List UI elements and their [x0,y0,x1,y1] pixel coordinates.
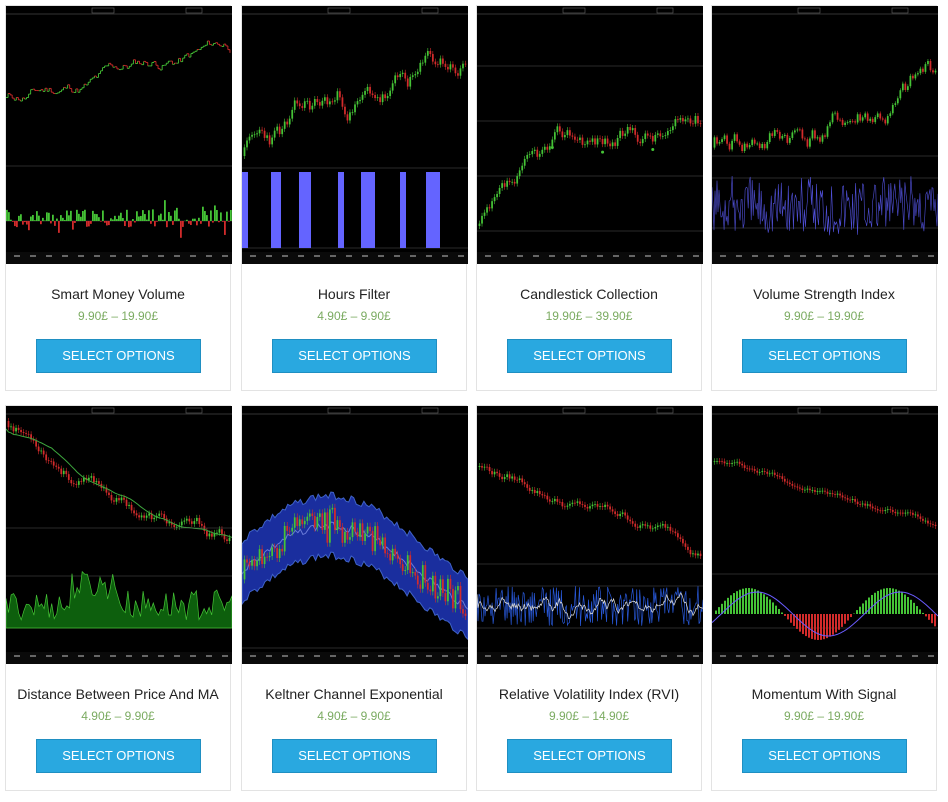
product-card: Momentum With Signal 9.90£ – 19.90£ SELE… [711,405,938,791]
chart-preview [712,6,938,264]
product-price: 9.90£ – 14.90£ [548,709,630,723]
chart-preview [6,6,232,264]
select-options-button[interactable]: SELECT OPTIONS [507,339,672,373]
select-options-button[interactable]: SELECT OPTIONS [272,339,437,373]
product-thumbnail[interactable] [477,406,703,664]
product-price: 4.90£ – 9.90£ [317,709,391,723]
product-title[interactable]: Volume Strength Index [753,286,895,302]
chart-preview [242,406,468,664]
select-options-button[interactable]: SELECT OPTIONS [272,739,437,773]
product-price: 9.90£ – 19.90£ [783,309,865,323]
product-price: 4.90£ – 9.90£ [81,709,155,723]
product-title[interactable]: Hours Filter [317,286,391,302]
product-card: Hours Filter 4.90£ – 9.90£ SELECT OPTION… [241,5,468,391]
product-thumbnail[interactable] [6,6,232,264]
chart-preview [477,6,703,264]
product-thumbnail[interactable] [712,6,938,264]
product-title[interactable]: Momentum With Signal [751,686,897,702]
product-price: 19.90£ – 39.90£ [545,309,633,323]
product-price: 9.90£ – 19.90£ [77,309,159,323]
product-card: Smart Money Volume 9.90£ – 19.90£ SELECT… [5,5,232,391]
chart-preview [242,6,468,264]
product-thumbnail[interactable] [242,406,468,664]
product-card: Keltner Channel Exponential 4.90£ – 9.90… [241,405,468,791]
product-card: Volume Strength Index 9.90£ – 19.90£ SEL… [711,5,938,391]
product-thumbnail[interactable] [242,6,468,264]
product-card: Distance Between Price And MA 4.90£ – 9.… [5,405,232,791]
product-thumbnail[interactable] [6,406,232,664]
product-card: Candlestick Collection 19.90£ – 39.90£ S… [476,5,703,391]
product-title[interactable]: Keltner Channel Exponential [265,686,443,702]
product-card: Relative Volatility Index (RVI) 9.90£ – … [476,405,703,791]
product-price: 4.90£ – 9.90£ [317,309,391,323]
select-options-button[interactable]: SELECT OPTIONS [36,339,201,373]
chart-preview [6,406,232,664]
select-options-button[interactable]: SELECT OPTIONS [742,739,907,773]
select-options-button[interactable]: SELECT OPTIONS [36,739,201,773]
chart-preview [712,406,938,664]
product-price: 9.90£ – 19.90£ [783,709,865,723]
select-options-button[interactable]: SELECT OPTIONS [507,739,672,773]
chart-preview [477,406,703,664]
product-title[interactable]: Smart Money Volume [51,286,185,302]
product-thumbnail[interactable] [712,406,938,664]
product-thumbnail[interactable] [477,6,703,264]
product-title[interactable]: Relative Volatility Index (RVI) [498,686,680,702]
select-options-button[interactable]: SELECT OPTIONS [742,339,907,373]
product-title[interactable]: Distance Between Price And MA [17,686,219,702]
product-title[interactable]: Candlestick Collection [520,286,658,302]
